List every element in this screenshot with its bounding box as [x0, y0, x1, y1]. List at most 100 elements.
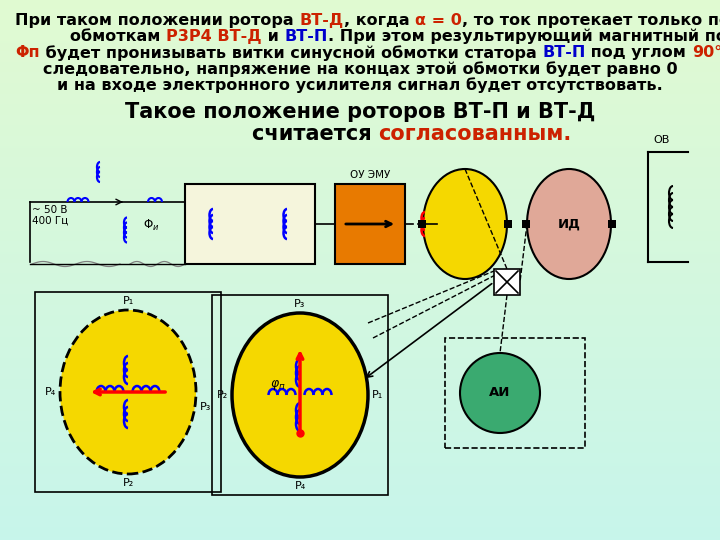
Bar: [0, 373, 720, 374]
Bar: [0, 534, 720, 535]
Bar: [0, 213, 720, 214]
Text: При таком положении ротора: При таком положении ротора: [15, 13, 300, 28]
Bar: [0, 136, 720, 137]
Bar: [0, 343, 720, 344]
Bar: [0, 294, 720, 295]
Bar: [0, 374, 720, 375]
Bar: [0, 382, 720, 383]
Bar: [0, 528, 720, 529]
Bar: [0, 182, 720, 183]
Bar: [0, 99, 720, 100]
Bar: [0, 521, 720, 522]
Bar: [0, 488, 720, 489]
Bar: [0, 190, 720, 191]
Bar: [0, 451, 720, 452]
Bar: [0, 344, 720, 345]
Bar: [0, 307, 720, 308]
Text: α = 0: α = 0: [415, 13, 462, 28]
Bar: [0, 431, 720, 432]
Bar: [0, 474, 720, 475]
Bar: [0, 234, 720, 235]
Text: P₄: P₄: [45, 387, 56, 397]
Bar: [0, 324, 720, 325]
Bar: [0, 402, 720, 403]
Bar: [0, 360, 720, 361]
Bar: [0, 184, 720, 185]
Bar: [0, 211, 720, 212]
Bar: [0, 296, 720, 297]
Bar: [0, 443, 720, 444]
Text: Φп: Φп: [15, 45, 40, 60]
Bar: [0, 283, 720, 284]
Bar: [0, 438, 720, 439]
Bar: [0, 493, 720, 494]
Bar: [0, 450, 720, 451]
Bar: [0, 206, 720, 207]
Bar: [0, 114, 720, 115]
Bar: [0, 314, 720, 315]
Bar: [0, 439, 720, 440]
Bar: [0, 513, 720, 514]
Text: $\Phi_и$: $\Phi_и$: [143, 218, 159, 233]
Bar: [0, 261, 720, 262]
Bar: [0, 175, 720, 176]
Text: обмоткам: обмоткам: [70, 29, 166, 44]
Bar: [0, 461, 720, 462]
Text: ВТ-Д: ВТ-Д: [300, 13, 343, 28]
Bar: [0, 237, 720, 238]
Bar: [0, 272, 720, 273]
Bar: [0, 204, 720, 205]
Bar: [0, 19, 720, 20]
Text: ОУ ЭМУ: ОУ ЭМУ: [350, 170, 390, 180]
Bar: [0, 251, 720, 252]
Bar: [0, 196, 720, 197]
Bar: [0, 115, 720, 116]
Bar: [0, 355, 720, 356]
Bar: [0, 420, 720, 421]
Bar: [0, 522, 720, 523]
Bar: [0, 500, 720, 501]
Bar: [0, 73, 720, 74]
Bar: [0, 399, 720, 400]
Bar: [0, 207, 720, 208]
Bar: [0, 502, 720, 503]
Bar: [0, 4, 720, 5]
Bar: [0, 425, 720, 426]
Bar: [0, 253, 720, 254]
Bar: [0, 38, 720, 39]
Bar: [0, 275, 720, 276]
Bar: [0, 400, 720, 401]
Bar: [0, 250, 720, 251]
Bar: [0, 460, 720, 461]
Bar: [0, 414, 720, 415]
Bar: [0, 33, 720, 34]
Bar: [0, 81, 720, 82]
Bar: [0, 492, 720, 493]
Bar: [0, 506, 720, 507]
Bar: [0, 358, 720, 359]
Bar: [0, 392, 720, 393]
Bar: [0, 363, 720, 364]
Bar: [0, 436, 720, 437]
Bar: [0, 285, 720, 286]
Bar: [0, 130, 720, 131]
Bar: [0, 61, 720, 62]
Bar: [0, 158, 720, 159]
Bar: [0, 34, 720, 35]
Bar: [0, 315, 720, 316]
Bar: [0, 484, 720, 485]
Bar: [0, 281, 720, 282]
Bar: [0, 109, 720, 110]
Bar: [0, 388, 720, 389]
Bar: [0, 269, 720, 270]
Bar: [0, 50, 720, 51]
Bar: [0, 104, 720, 105]
Bar: [0, 368, 720, 369]
Bar: [0, 503, 720, 504]
Bar: [0, 195, 720, 196]
Bar: [0, 335, 720, 336]
Bar: [0, 353, 720, 354]
Bar: [0, 469, 720, 470]
Bar: [0, 171, 720, 172]
Bar: [0, 238, 720, 239]
